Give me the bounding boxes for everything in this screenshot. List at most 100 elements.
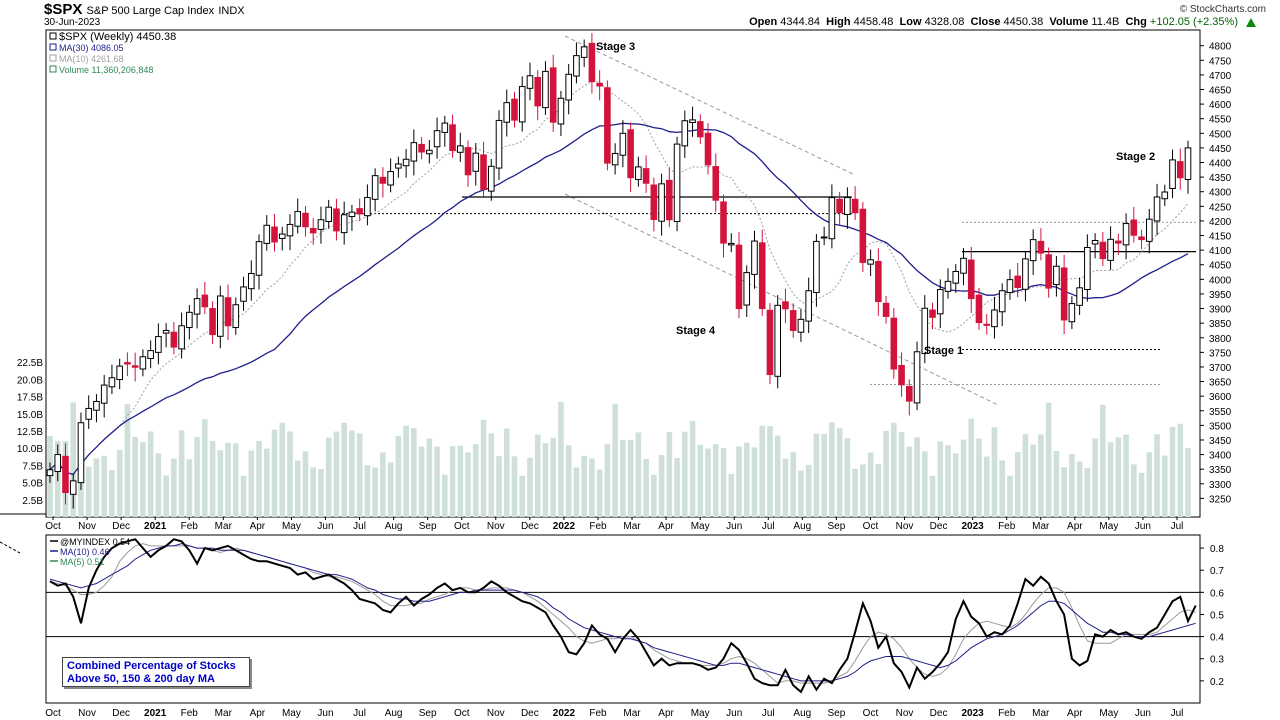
x-axis-label-indicator: Nov	[78, 708, 96, 719]
candle-body	[859, 208, 867, 263]
indicator-tick-label: 0.4	[1210, 633, 1224, 644]
candle	[596, 70, 603, 101]
volume-bar	[372, 467, 378, 517]
candle-body	[635, 166, 642, 180]
volume-bar	[767, 426, 773, 517]
volume-bar	[85, 466, 92, 517]
candle	[549, 54, 557, 132]
candle-body	[1138, 236, 1145, 241]
volume-bar	[589, 458, 595, 517]
candle	[449, 114, 456, 158]
candle	[952, 264, 960, 293]
candle-body	[201, 294, 209, 308]
candle-body	[480, 154, 487, 190]
candle-body	[627, 129, 634, 179]
candle-body	[317, 219, 325, 230]
stage-annotation: Stage 2	[1116, 151, 1155, 163]
volume-bar	[844, 438, 851, 517]
candle	[1006, 269, 1014, 300]
candle-body	[278, 233, 286, 239]
candle	[588, 33, 596, 94]
candle	[851, 186, 859, 221]
candle-body	[1153, 196, 1161, 222]
volume-bar	[852, 468, 858, 517]
volume-bar	[1123, 434, 1129, 517]
volume-bar	[968, 418, 975, 517]
price-tick-label: 4350	[1209, 173, 1232, 184]
price-tick-label: 3950	[1209, 290, 1232, 301]
high-label: High	[826, 16, 851, 28]
volume-bar	[1146, 452, 1153, 517]
candle-body	[224, 297, 232, 327]
candle	[758, 229, 766, 316]
candle	[751, 230, 758, 289]
volume-bar	[1053, 451, 1060, 517]
candle	[379, 167, 387, 198]
volume-bar	[999, 460, 1006, 517]
candle	[441, 115, 449, 147]
volume-bar	[1007, 475, 1013, 517]
volume-bar	[349, 430, 355, 517]
x-axis-label: Oct	[454, 521, 470, 532]
candle	[85, 395, 93, 429]
x-axis-label-indicator: Jul	[1171, 708, 1184, 719]
volume-bar	[442, 474, 448, 517]
candle	[54, 444, 62, 482]
volume-bar	[395, 435, 402, 517]
candle	[511, 91, 518, 128]
volume-bar	[496, 456, 502, 517]
volume-bar	[503, 428, 510, 517]
chg-value: +102.05 (+2.35%)	[1149, 16, 1238, 28]
volume-bar	[573, 467, 580, 517]
x-axis-label: 2021	[144, 521, 167, 532]
candle-body	[1099, 241, 1107, 260]
candle	[472, 142, 480, 186]
volume-bar	[178, 430, 185, 517]
candle	[696, 114, 704, 145]
volume-bar	[171, 458, 177, 517]
candle-body	[936, 289, 944, 315]
candle	[464, 140, 472, 187]
candle	[155, 323, 162, 365]
x-axis-label-indicator: Jun	[726, 708, 742, 719]
candle-body	[162, 329, 170, 334]
price-legend-item: MA(30) 4086.05	[59, 43, 124, 53]
x-axis-label-indicator: Nov	[896, 708, 914, 719]
candle-body	[789, 310, 797, 331]
candle-body	[882, 302, 890, 317]
index-name: S&P 500 Large Cap Index	[86, 5, 215, 17]
candle	[890, 307, 898, 379]
candle-body	[557, 97, 565, 125]
volume-bar	[209, 440, 216, 517]
candle-body	[340, 214, 348, 234]
x-axis-label-indicator: Sep	[827, 708, 845, 719]
candle-body	[232, 304, 240, 329]
exchange: INDX	[218, 5, 245, 17]
candle-body	[758, 242, 766, 310]
candle-body	[1037, 240, 1045, 254]
box-line-1: Combined Percentage of Stocks	[67, 660, 236, 672]
x-axis-label-indicator: Apr	[250, 708, 266, 719]
volume-bar	[140, 442, 146, 517]
volume-bar	[836, 428, 843, 517]
symbol: $SPX	[44, 1, 83, 18]
candle-body	[836, 198, 843, 214]
volume-bar	[434, 446, 440, 517]
volume-bar	[364, 465, 371, 517]
candle	[131, 352, 139, 382]
price-tick-label: 3350	[1209, 465, 1232, 476]
x-axis-label-indicator: Oct	[45, 708, 61, 719]
candle	[371, 168, 379, 212]
candle	[255, 234, 263, 290]
volume-bar	[1014, 452, 1021, 517]
volume-bar	[790, 452, 796, 517]
candle	[263, 215, 271, 251]
candle-body	[395, 163, 402, 169]
candle	[1076, 277, 1083, 315]
volume-bar	[302, 451, 309, 517]
x-axis-label: 2023	[962, 521, 985, 532]
candle	[805, 277, 812, 334]
volume-bar	[1185, 448, 1191, 517]
volume-bar	[805, 464, 812, 517]
